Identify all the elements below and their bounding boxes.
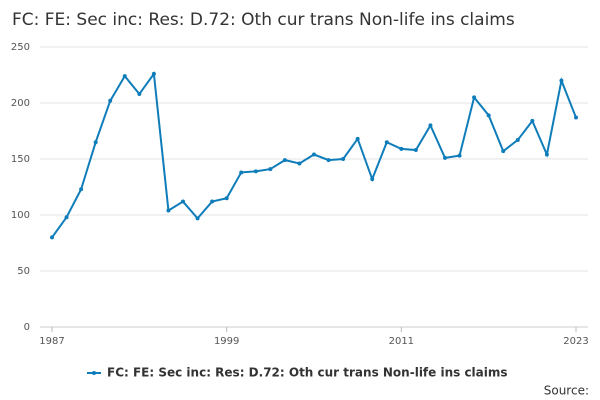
point <box>443 155 447 160</box>
point <box>122 74 127 79</box>
point <box>559 78 564 83</box>
point <box>472 95 477 100</box>
x-tick-label: 2023 <box>563 336 588 347</box>
y-tick-label: 150 <box>11 154 30 165</box>
y-tick-label: 0 <box>24 322 30 333</box>
y-tick-label: 100 <box>11 210 30 221</box>
point <box>355 136 360 141</box>
point <box>370 177 375 182</box>
x-tick-label: 1987 <box>39 336 64 347</box>
point <box>64 215 69 220</box>
point <box>574 115 578 120</box>
point <box>181 199 185 204</box>
point <box>413 148 418 153</box>
point <box>457 153 462 158</box>
point <box>384 140 389 145</box>
source: Source: <box>544 384 589 398</box>
point <box>530 118 535 123</box>
legend-label: FC: FE: Sec inc: Res: D.72: Oth cur tran… <box>107 366 508 380</box>
y-tick-label: 50 <box>17 266 30 277</box>
point <box>79 187 84 192</box>
x-tick-label: 1999 <box>214 336 239 347</box>
point <box>239 170 244 175</box>
point <box>253 169 258 174</box>
point <box>515 137 520 142</box>
point <box>195 216 200 221</box>
point <box>166 208 171 213</box>
point <box>326 158 331 163</box>
point <box>93 140 98 145</box>
point <box>341 157 346 161</box>
point <box>108 98 113 103</box>
legend-marker <box>92 371 96 375</box>
point <box>544 152 549 157</box>
point <box>312 152 316 157</box>
point <box>137 92 142 97</box>
point <box>428 123 433 128</box>
point <box>50 235 54 240</box>
y-tick-label: 250 <box>11 42 30 53</box>
point <box>151 71 156 76</box>
y-tick-label: 200 <box>11 98 30 109</box>
point <box>399 146 404 151</box>
chart-title: FC: FE: Sec inc: Res: D.72: Oth cur tran… <box>12 10 515 30</box>
point <box>501 149 506 154</box>
point <box>224 196 229 201</box>
point <box>297 161 302 166</box>
x-tick-label: 2011 <box>389 336 414 347</box>
point <box>282 158 287 163</box>
point <box>486 113 491 118</box>
point <box>210 199 215 204</box>
point <box>268 167 273 172</box>
